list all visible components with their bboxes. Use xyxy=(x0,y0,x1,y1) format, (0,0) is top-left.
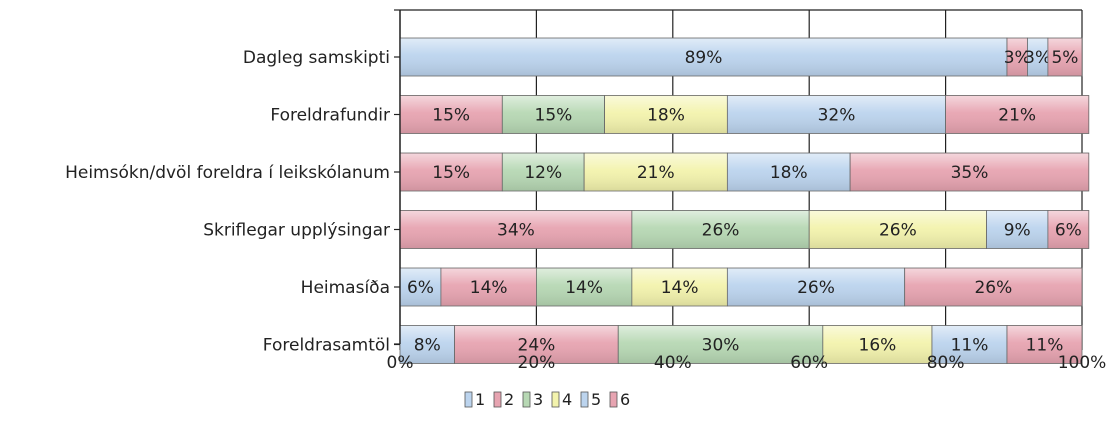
legend-label: 3 xyxy=(533,390,543,409)
data-label: 18% xyxy=(647,106,685,126)
bar-segment-shading xyxy=(987,211,1048,248)
data-label: 8% xyxy=(414,336,441,356)
data-label: 15% xyxy=(432,163,470,183)
bar-segment-shading xyxy=(850,153,1089,191)
data-label: 18% xyxy=(770,163,808,183)
data-label: 21% xyxy=(998,106,1036,126)
bar-segment-shading xyxy=(502,96,605,133)
bar-segment-shading xyxy=(905,268,1082,306)
bar-segment-shading xyxy=(618,326,823,363)
bar-segment-shading xyxy=(1048,211,1089,248)
bar-segment-shading xyxy=(809,211,987,248)
bar-segment-shading xyxy=(727,268,905,306)
x-tick-label: 100% xyxy=(1058,353,1107,373)
category-label: Dagleg samskipti xyxy=(243,48,390,68)
bar-segment-shading xyxy=(400,268,441,306)
data-label: 14% xyxy=(565,278,603,298)
data-label: 26% xyxy=(974,278,1012,298)
bar-segment-shading xyxy=(455,326,618,363)
bar-segment-shading xyxy=(632,211,809,248)
data-label: 35% xyxy=(951,163,989,183)
bar-segment-shading xyxy=(727,153,850,191)
legend-swatch xyxy=(551,391,560,408)
bar-segment-shading xyxy=(584,153,727,191)
bar-segment-shading xyxy=(400,211,632,248)
data-label: 24% xyxy=(518,336,556,356)
bar-segment-shading xyxy=(400,326,455,363)
data-label: 21% xyxy=(637,163,675,183)
bar-segment-shading xyxy=(400,38,1007,76)
x-tick-label: 80% xyxy=(927,353,965,373)
data-label: 89% xyxy=(685,48,723,68)
legend-swatch xyxy=(522,391,531,408)
legend-swatch xyxy=(609,391,618,408)
axes: 0% 20% 40% 60% 80% 100% Dagleg samskipti Foreld… xyxy=(65,9,1107,373)
data-label: 3% xyxy=(1004,48,1031,68)
category-label: Heimasíða xyxy=(301,278,390,298)
legend-label: 1 xyxy=(475,390,485,409)
category-label: Foreldrasamtöl xyxy=(263,336,390,356)
x-tick-label: 20% xyxy=(518,353,556,373)
data-label: 3% xyxy=(1024,48,1051,68)
bar-segment-shading xyxy=(605,96,727,133)
data-label: 26% xyxy=(702,221,740,241)
bar-segment-shading xyxy=(932,326,1007,363)
data-label: 32% xyxy=(818,106,856,126)
bar-segment-shading xyxy=(536,268,632,306)
bar-segment-shading xyxy=(823,326,932,363)
legend-label: 4 xyxy=(562,390,572,409)
data-label: 16% xyxy=(859,336,897,356)
bars: 89% 3%3% 5%15% 15% 18% 32% 21%15% 12% 21% 18% 35%3… xyxy=(399,37,1090,364)
data-label: 6% xyxy=(1055,221,1082,241)
bar-segment-shading xyxy=(1007,38,1027,76)
bar-segment-shading xyxy=(441,268,536,306)
data-label: 15% xyxy=(432,106,470,126)
legend-label: 6 xyxy=(620,390,630,409)
legend-swatch xyxy=(493,391,502,408)
bar-segment-shading xyxy=(1007,326,1082,363)
data-label: 6% xyxy=(407,278,434,298)
x-tick-label: 60% xyxy=(790,353,828,373)
data-label: 12% xyxy=(524,163,562,183)
legend-swatch xyxy=(464,391,473,408)
bar-segment-shading xyxy=(1048,38,1082,76)
data-label: 11% xyxy=(1026,336,1064,356)
data-label: 34% xyxy=(497,221,535,241)
data-label: 11% xyxy=(951,336,989,356)
legend-label: 5 xyxy=(591,390,601,409)
x-tick-label: 0% xyxy=(387,353,414,373)
bar-segment-shading xyxy=(1027,38,1048,76)
data-label: 14% xyxy=(661,278,699,298)
data-label: 15% xyxy=(535,106,573,126)
bar-segment-shading xyxy=(502,153,584,191)
data-label: 5% xyxy=(1051,48,1078,68)
legend-label: 2 xyxy=(504,390,514,409)
bar-segment-shading xyxy=(400,96,502,133)
bar-segment-shading xyxy=(946,96,1089,133)
category-label: Foreldrafundir xyxy=(270,106,390,126)
x-tick-label: 40% xyxy=(654,353,692,373)
bar-segment-shading xyxy=(400,153,502,191)
category-label: Heimsókn/dvöl foreldra í leikskólanum xyxy=(65,163,390,183)
bar-segment-shading xyxy=(632,268,727,306)
data-label: 30% xyxy=(702,336,740,356)
bar-segment-shading xyxy=(727,96,946,133)
data-label: 26% xyxy=(797,278,835,298)
legend-swatch xyxy=(580,391,589,408)
data-label: 9% xyxy=(1004,221,1031,241)
data-label: 26% xyxy=(879,221,917,241)
category-label: Skriflegar upplýsingar xyxy=(203,221,390,241)
data-label: 14% xyxy=(470,278,508,298)
